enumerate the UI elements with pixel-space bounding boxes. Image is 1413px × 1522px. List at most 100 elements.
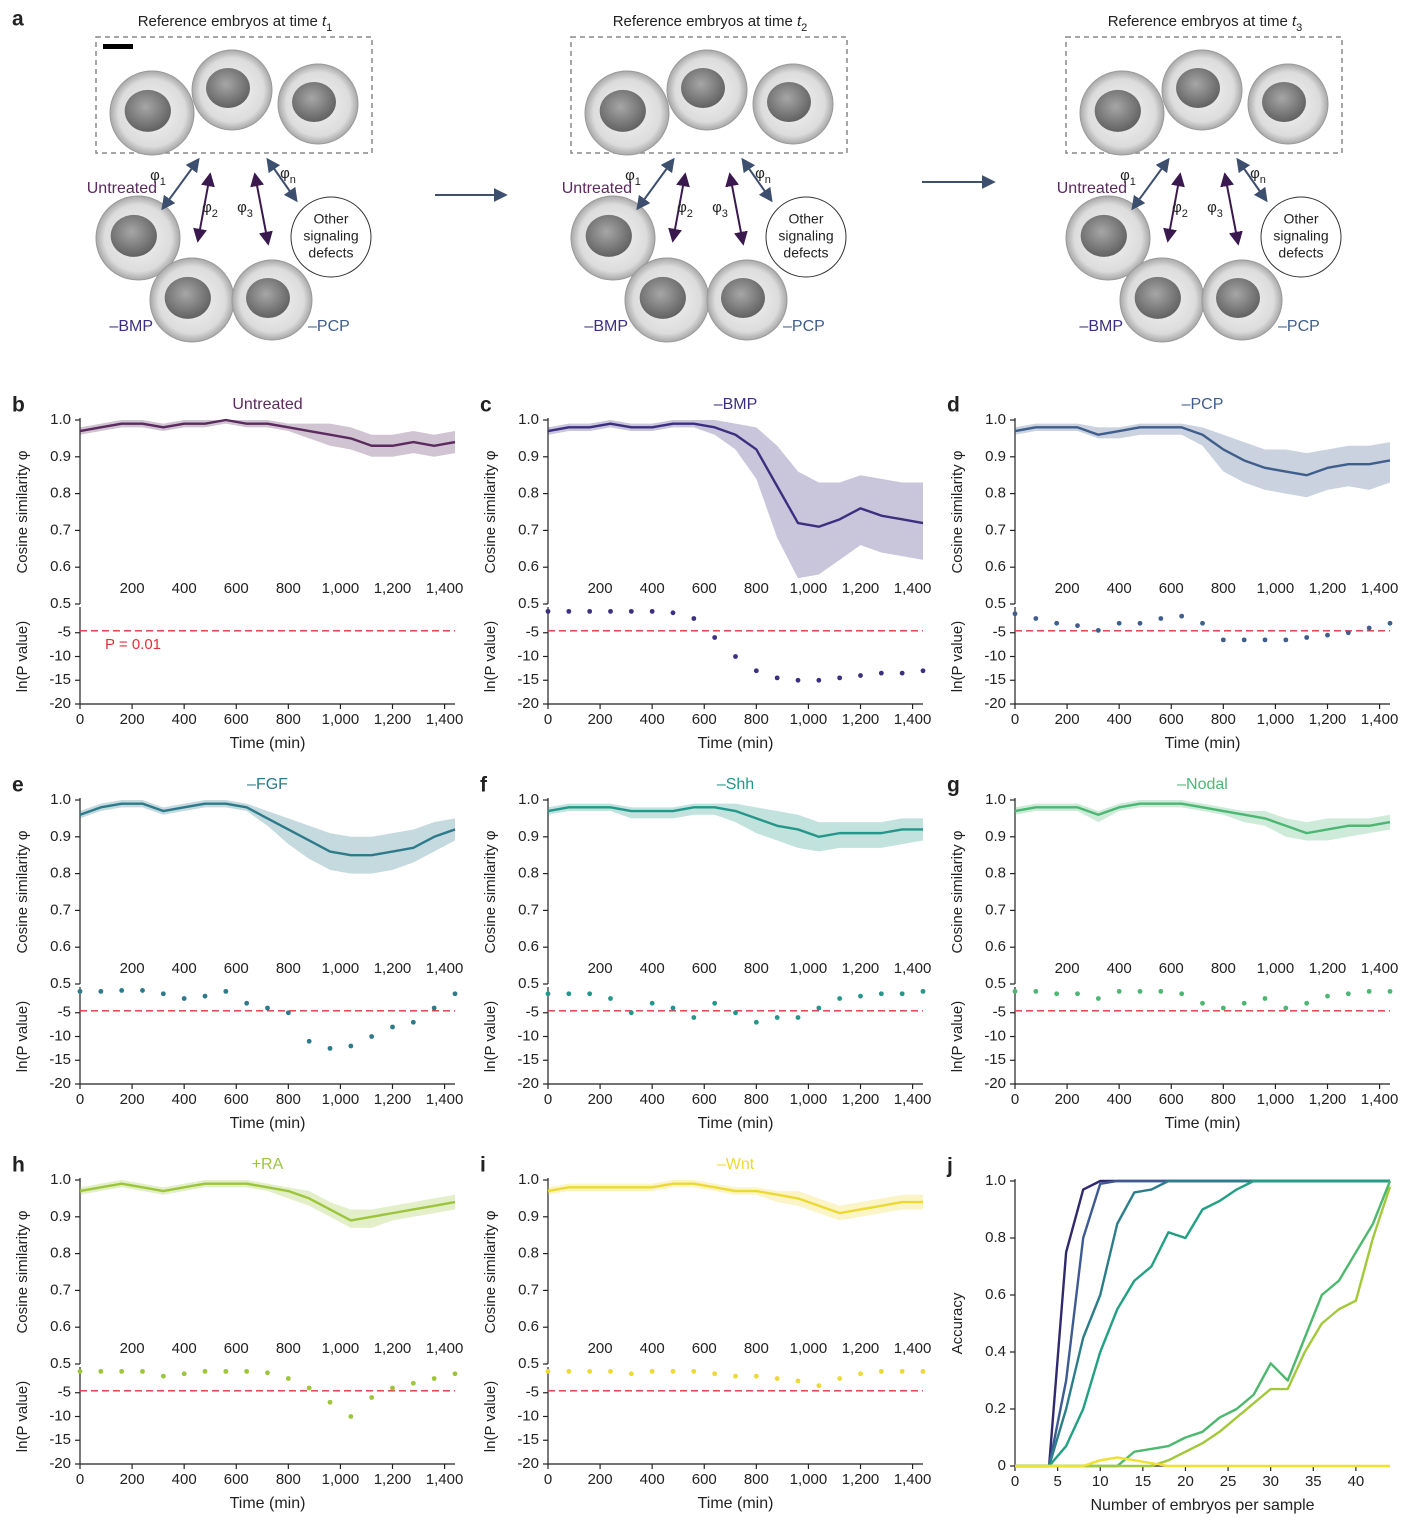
panel-label: j <box>946 1155 953 1178</box>
y-axis-label: Cosine similarity φ <box>482 1210 499 1333</box>
point <box>1346 991 1351 996</box>
x-tick-label: 800 <box>1211 711 1236 728</box>
y-tick-label: 0.8 <box>50 865 71 882</box>
bmp-label: –BMP <box>584 318 628 335</box>
y-tick-label: -20 <box>984 695 1006 712</box>
x-tick-label: 0 <box>1011 1473 1019 1490</box>
point <box>182 996 187 1001</box>
point <box>816 678 821 683</box>
y-axis-label: Cosine similarity φ <box>482 830 499 953</box>
confidence-band <box>1015 800 1390 840</box>
embryo-yolk <box>586 215 632 257</box>
embryo-yolk <box>111 215 157 257</box>
phi-label: φn <box>280 165 296 186</box>
y-axis-label: Cosine similarity φ <box>482 450 499 573</box>
point <box>900 1369 905 1374</box>
phi-label: φn <box>755 165 771 186</box>
point <box>203 994 208 999</box>
group-title: Reference embryos at time t1 <box>138 13 333 34</box>
point <box>203 1369 208 1374</box>
phi-label: φ2 <box>202 199 218 220</box>
phi-symbol: φ <box>712 199 722 216</box>
confidence-band <box>548 1180 923 1220</box>
x-axis-label: Time (min) <box>230 1495 306 1512</box>
x-axis-label: Time (min) <box>698 1495 774 1512</box>
panel-label: d <box>947 394 960 417</box>
x-tick-label: 200 <box>588 1091 613 1108</box>
y-axis-label: ln(P value) <box>949 621 966 692</box>
point <box>608 996 613 1001</box>
y-tick-label: -5 <box>58 1384 71 1401</box>
other-label: defects <box>783 245 828 261</box>
phi-subscript: n <box>1260 174 1266 186</box>
phi-symbol: φ <box>150 167 160 184</box>
point <box>1283 1006 1288 1011</box>
x-tick-label: 0 <box>544 1091 552 1108</box>
y-tick-label: 0.5 <box>50 1355 71 1372</box>
point <box>775 1376 780 1381</box>
y-tick-label: 0.9 <box>985 828 1006 845</box>
point <box>265 1006 270 1011</box>
y-tick-label: 0.4 <box>985 1343 1006 1360</box>
x-tick-label: 800 <box>276 1340 301 1357</box>
point <box>796 678 801 683</box>
point <box>1263 637 1268 642</box>
point <box>1388 621 1393 626</box>
x-tick-label: 25 <box>1220 1473 1237 1490</box>
point <box>775 675 780 680</box>
point <box>566 1369 571 1374</box>
point <box>182 1371 187 1376</box>
x-axis-label: Time (min) <box>698 735 774 752</box>
y-tick-label: 0.8 <box>518 1245 539 1262</box>
group-title: Reference embryos at time t2 <box>613 13 808 34</box>
x-tick-label: 1,200 <box>842 711 880 728</box>
series-line <box>1015 1181 1390 1466</box>
y-tick-label: -10 <box>49 647 71 664</box>
phi-symbol: φ <box>1250 165 1260 182</box>
y-axis-label: ln(P value) <box>949 1001 966 1072</box>
x-tick-label: 200 <box>588 711 613 728</box>
other-label: Other <box>313 211 348 227</box>
y-tick-label: 0.6 <box>50 1318 71 1335</box>
x-tick-label: 1,400 <box>1361 711 1399 728</box>
x-tick-label: 400 <box>172 960 197 977</box>
y-tick-label: -15 <box>49 671 71 688</box>
x-tick-label: 1,400 <box>426 711 464 728</box>
x-tick-label: 1,000 <box>1257 1091 1295 1108</box>
x-tick-label: 1,200 <box>842 1471 880 1488</box>
y-tick-label: 0.5 <box>518 975 539 992</box>
x-tick-label: 1,000 <box>790 960 828 977</box>
y-tick-label: 0.6 <box>518 558 539 575</box>
point <box>307 1039 312 1044</box>
point <box>1263 996 1268 1001</box>
phi-subscript: 1 <box>635 176 641 188</box>
x-tick-label: 20 <box>1177 1473 1194 1490</box>
x-tick-label: 600 <box>692 580 717 597</box>
y-tick-label: -20 <box>49 1075 71 1092</box>
y-tick-label: 0.6 <box>985 938 1006 955</box>
phi-subscript: 2 <box>687 208 693 220</box>
other-label: Other <box>788 211 823 227</box>
y-tick-label: 0.7 <box>518 901 539 918</box>
x-tick-label: 1,000 <box>322 960 360 977</box>
point <box>1158 616 1163 621</box>
x-tick-label: 600 <box>1159 580 1184 597</box>
x-tick-label: 800 <box>1211 580 1236 597</box>
x-tick-label: 10 <box>1092 1473 1109 1490</box>
point <box>1242 637 1247 642</box>
x-tick-label: 800 <box>276 1471 301 1488</box>
x-tick-label: 1,000 <box>322 1471 360 1488</box>
point <box>223 989 228 994</box>
point <box>629 1010 634 1015</box>
y-axis-label: ln(P value) <box>482 1381 499 1452</box>
point <box>223 1369 228 1374</box>
point <box>1304 1001 1309 1006</box>
other-label: defects <box>1278 245 1323 261</box>
y-tick-label: 0.9 <box>518 828 539 845</box>
point <box>1325 633 1330 638</box>
x-tick-label: 1,400 <box>894 1340 932 1357</box>
series-line <box>1015 1181 1390 1466</box>
x-tick-label: 600 <box>1159 711 1184 728</box>
point <box>712 635 717 640</box>
y-tick-label: 0.6 <box>518 1318 539 1335</box>
